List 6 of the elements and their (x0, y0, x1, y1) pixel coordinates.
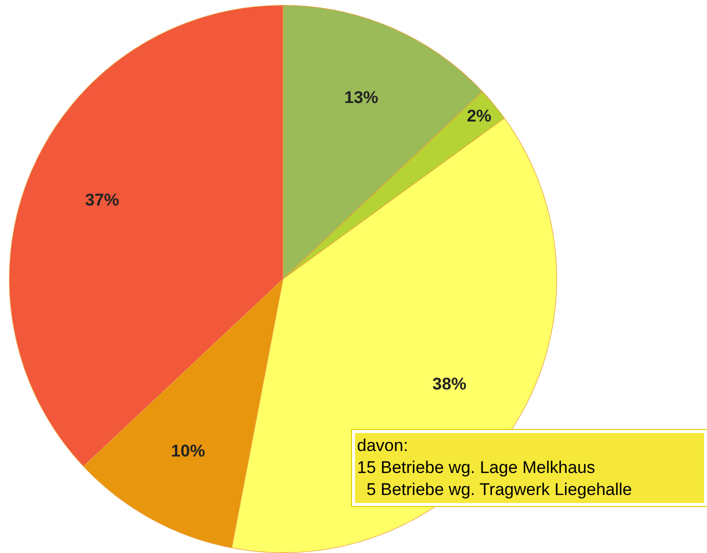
data-label: 2% (466, 106, 492, 126)
text: davon: 15 Betriebe wg. Lage Melkhaus 5 Betriebe wg. Tragwerk Liegehalle (352, 430, 707, 506)
data-label: 38% (432, 374, 466, 394)
data-label: 13% (344, 88, 378, 107)
data-label: 37% (85, 190, 120, 210)
data-label: 10% (171, 441, 206, 460)
